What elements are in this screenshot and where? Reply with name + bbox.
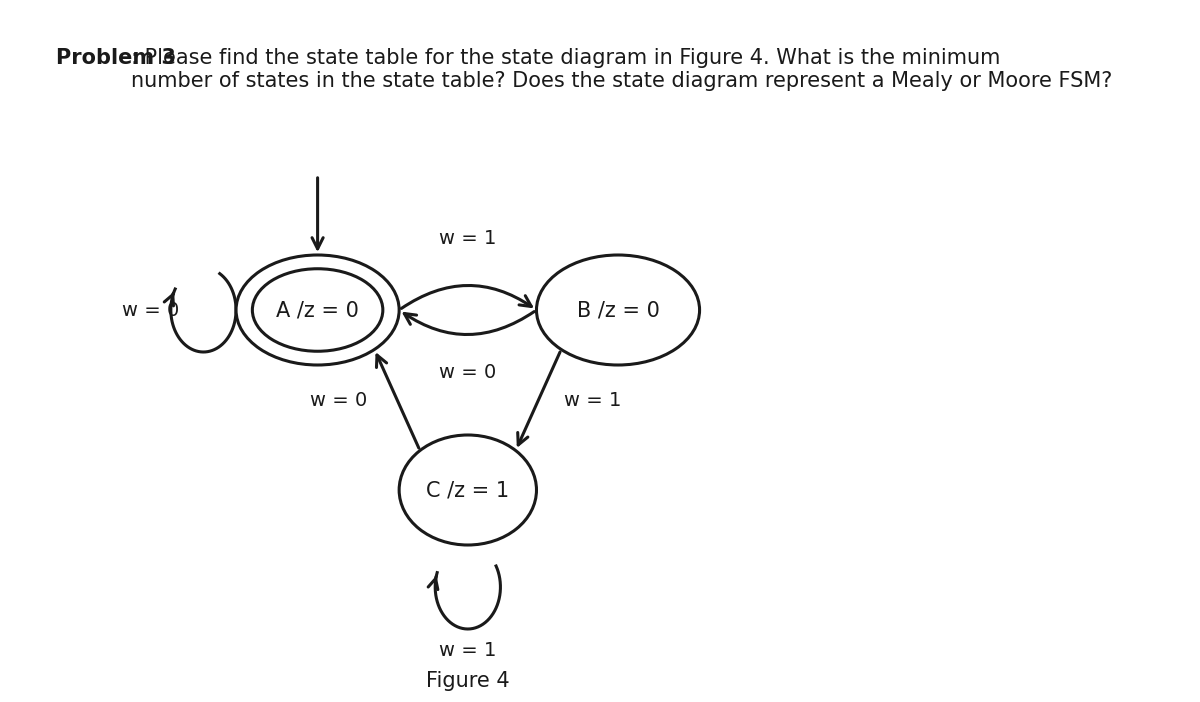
Text: w = 0: w = 0 — [121, 300, 179, 319]
Text: w = 0: w = 0 — [439, 362, 497, 381]
Text: Figure 4: Figure 4 — [426, 671, 510, 691]
Ellipse shape — [536, 255, 700, 365]
Text: w = 0: w = 0 — [310, 390, 367, 409]
Text: w = 1: w = 1 — [439, 641, 497, 660]
Ellipse shape — [236, 255, 400, 365]
Text: : Please find the state table for the state diagram in Figure 4. What is the min: : Please find the state table for the st… — [131, 48, 1112, 91]
Text: Problem 3: Problem 3 — [55, 48, 175, 68]
Text: C /z = 1: C /z = 1 — [426, 480, 509, 500]
Ellipse shape — [400, 435, 536, 545]
Text: B /z = 0: B /z = 0 — [576, 300, 660, 320]
Text: A /z = 0: A /z = 0 — [276, 300, 359, 320]
Text: w = 1: w = 1 — [564, 390, 622, 409]
Text: w = 1: w = 1 — [439, 228, 497, 248]
